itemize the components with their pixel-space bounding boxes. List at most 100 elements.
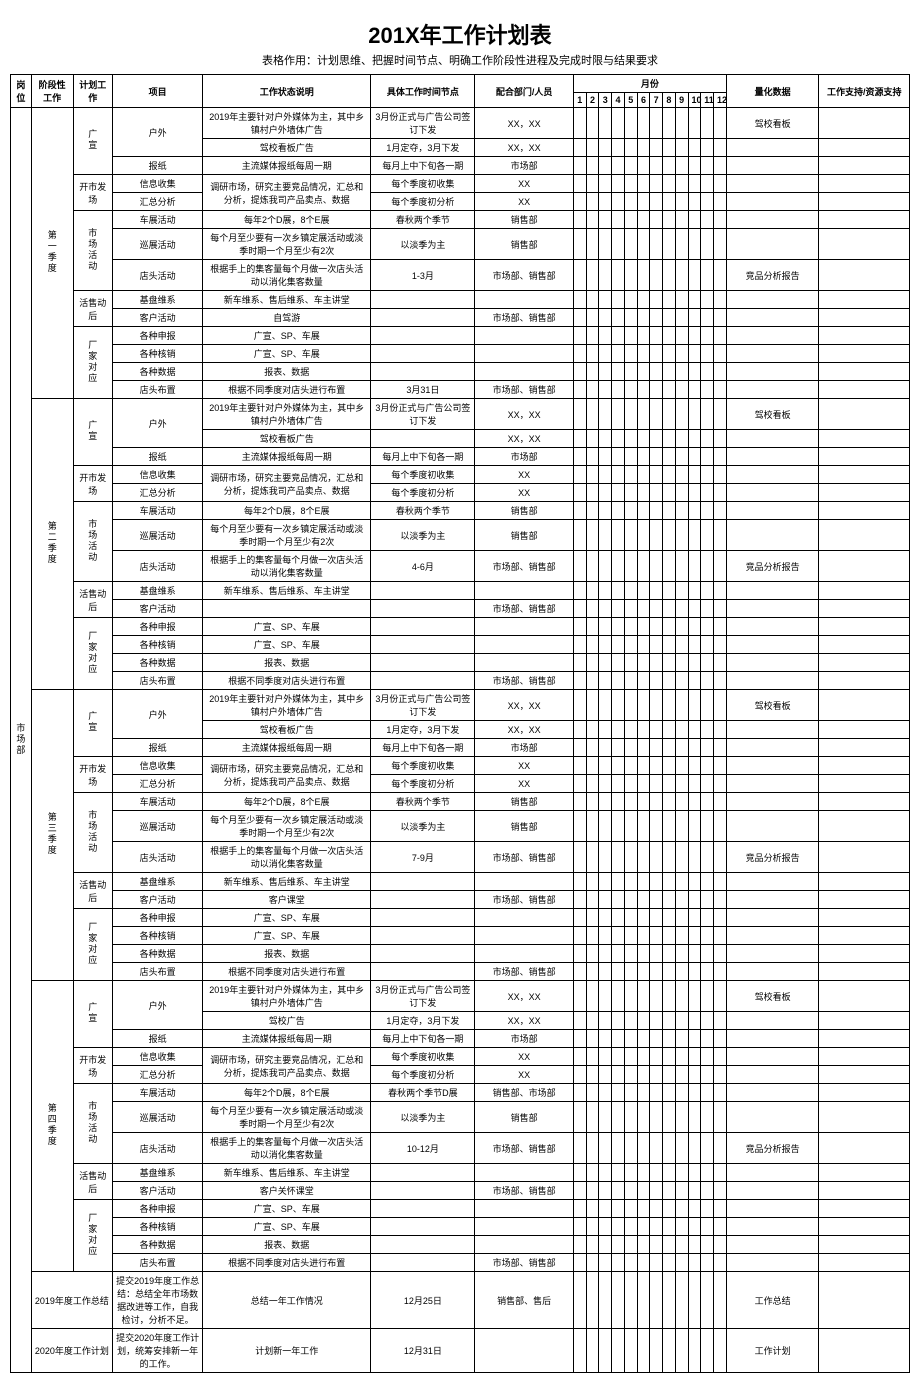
support-cell xyxy=(819,672,910,690)
month-cell xyxy=(650,793,663,811)
month-cell xyxy=(688,1254,701,1272)
month-cell xyxy=(586,739,599,757)
month-cell xyxy=(650,891,663,909)
month-cell xyxy=(612,582,625,600)
month-cell xyxy=(713,1048,726,1066)
th-plan: 计划工作 xyxy=(73,75,112,108)
quant-cell xyxy=(726,1102,819,1133)
support-cell xyxy=(819,1102,910,1133)
time-cell: 3月份正式与广告公司签订下发 xyxy=(371,690,475,721)
month-cell xyxy=(701,157,714,175)
month-cell xyxy=(586,157,599,175)
month-cell xyxy=(713,654,726,672)
month-cell xyxy=(701,327,714,345)
project-cell: 各种数据 xyxy=(112,363,202,381)
th-m7: 7 xyxy=(650,93,663,108)
time-cell xyxy=(371,1182,475,1200)
month-cell xyxy=(612,551,625,582)
month-cell xyxy=(637,963,650,981)
month-cell xyxy=(624,842,637,873)
time-cell: 每月上中下旬各一期 xyxy=(371,448,475,466)
month-cell xyxy=(586,175,599,193)
project-cell: 店头布置 xyxy=(112,1254,202,1272)
time-cell: 4-6月 xyxy=(371,551,475,582)
table-row: 各种数据报表、数据 xyxy=(11,945,910,963)
month-cell xyxy=(586,672,599,690)
month-cell xyxy=(675,873,688,891)
month-cell xyxy=(663,1084,676,1102)
month-cell xyxy=(688,757,701,775)
month-cell xyxy=(650,211,663,229)
month-cell xyxy=(675,582,688,600)
table-row: 第二季度广宣户外2019年主要针对户外媒体为主，其中乡镇村户外墙体广告3月份正式… xyxy=(11,399,910,430)
month-cell xyxy=(573,654,586,672)
project-cell: 汇总分析 xyxy=(112,1066,202,1084)
month-cell xyxy=(637,211,650,229)
month-cell xyxy=(713,963,726,981)
month-cell xyxy=(586,1182,599,1200)
support-cell xyxy=(819,927,910,945)
month-cell xyxy=(675,963,688,981)
month-cell xyxy=(688,873,701,891)
month-cell xyxy=(713,1012,726,1030)
month-cell xyxy=(701,793,714,811)
month-cell xyxy=(701,963,714,981)
quant-cell xyxy=(726,873,819,891)
project-cell: 报纸 xyxy=(112,448,202,466)
month-cell xyxy=(713,399,726,430)
month-cell xyxy=(701,484,714,502)
month-cell xyxy=(624,891,637,909)
dept-cell: 市场部、销售部 xyxy=(475,891,573,909)
month-cell xyxy=(624,1102,637,1133)
month-cell xyxy=(637,193,650,211)
month-cell xyxy=(713,345,726,363)
month-cell xyxy=(713,157,726,175)
dept-cell: 市场部 xyxy=(475,157,573,175)
month-cell xyxy=(599,484,612,502)
table-row: 市场部第一季度广宣户外2019年主要针对户外媒体为主，其中乡镇村户外墙体广告3月… xyxy=(11,108,910,139)
table-row: 活售动后基盘维系新车维系、售后维系、车主讲堂 xyxy=(11,1164,910,1182)
month-cell xyxy=(650,1102,663,1133)
th-m9: 9 xyxy=(675,93,688,108)
month-cell xyxy=(637,672,650,690)
month-cell xyxy=(663,1066,676,1084)
month-cell xyxy=(650,873,663,891)
month-cell xyxy=(624,484,637,502)
support-cell xyxy=(819,108,910,139)
status-cell: 广宣、SP、车展 xyxy=(203,1218,371,1236)
month-cell xyxy=(675,1012,688,1030)
quant-cell xyxy=(726,502,819,520)
month-cell xyxy=(573,842,586,873)
month-cell xyxy=(701,1066,714,1084)
month-cell xyxy=(586,139,599,157)
project-cell: 客户活动 xyxy=(112,600,202,618)
month-cell xyxy=(650,981,663,1012)
status-cell: 根据不同季度对店头进行布置 xyxy=(203,963,371,981)
month-cell xyxy=(637,139,650,157)
support-cell xyxy=(819,1084,910,1102)
month-cell xyxy=(624,157,637,175)
month-cell xyxy=(650,1084,663,1102)
month-cell xyxy=(688,927,701,945)
month-cell xyxy=(586,448,599,466)
th-m1: 1 xyxy=(573,93,586,108)
month-cell xyxy=(573,1218,586,1236)
month-cell xyxy=(586,636,599,654)
month-cell xyxy=(573,309,586,327)
table-row: 市场活动车展活动每年2个D展，8个E展春秋两个季节销售部 xyxy=(11,502,910,520)
month-cell xyxy=(701,345,714,363)
quant-cell xyxy=(726,1012,819,1030)
status-cell: 报表、数据 xyxy=(203,363,371,381)
table-row: 开市发场信息收集调研市场，研究主要竞品情况，汇总和分析，提炼我司产品卖点、数据每… xyxy=(11,1048,910,1066)
status-cell: 主流媒体报纸每周一期 xyxy=(203,739,371,757)
month-cell xyxy=(624,363,637,381)
quant-cell xyxy=(726,484,819,502)
month-cell xyxy=(573,381,586,399)
quant-cell xyxy=(726,618,819,636)
time-cell xyxy=(371,636,475,654)
month-cell xyxy=(688,945,701,963)
month-cell xyxy=(612,757,625,775)
support-cell xyxy=(819,1133,910,1164)
month-cell xyxy=(586,108,599,139)
month-cell xyxy=(624,739,637,757)
